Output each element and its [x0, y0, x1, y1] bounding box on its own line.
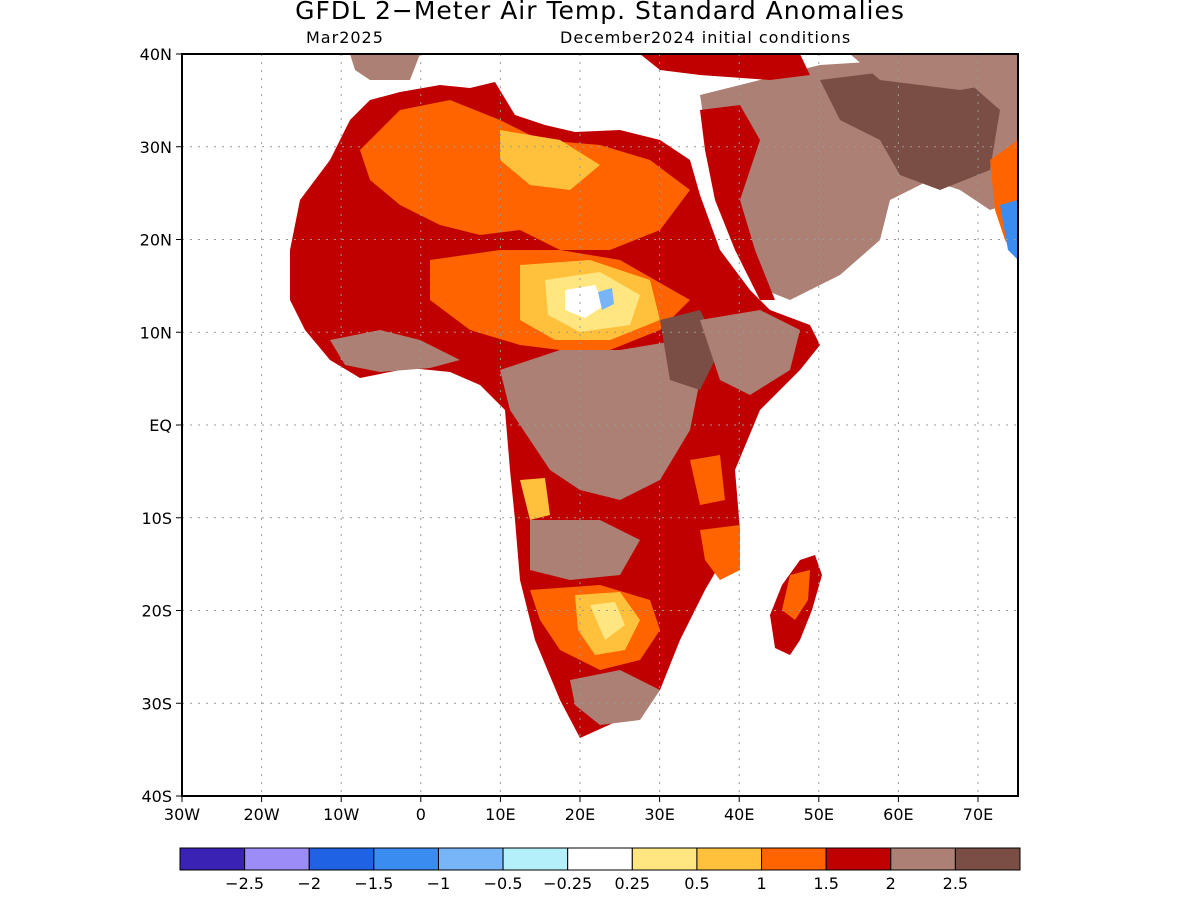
- colorbar-tick-label: 2.5: [943, 874, 968, 893]
- colorbar-swatch: [373, 847, 439, 871]
- colorbar-tick-label: −0.5: [484, 874, 523, 893]
- colorbar-swatch: [954, 847, 1021, 871]
- colorbar-tick-label: −1.5: [354, 874, 393, 893]
- colorbar-swatch: [567, 847, 633, 871]
- lon-label: 20E: [565, 805, 595, 824]
- lat-label: 40S: [141, 787, 172, 806]
- lat-label: 20S: [141, 602, 172, 621]
- initial-conditions: December2024 initial conditions: [560, 28, 852, 47]
- colorbar-tick-label: 1: [756, 874, 766, 893]
- latitude-labels: 40N 30N 20N 10N EQ 10S 20S 30S 40S: [140, 45, 182, 806]
- lon-label: 40E: [724, 805, 754, 824]
- lat-label: 30S: [141, 694, 172, 713]
- colorbar-tick-label: 0.5: [684, 874, 709, 893]
- colorbar-swatch: [761, 847, 827, 871]
- lon-label: 0: [416, 805, 426, 824]
- lat-label: 40N: [140, 45, 172, 64]
- colorbar-swatch: [890, 847, 956, 871]
- colorbar-swatch: [502, 847, 569, 871]
- lat-label: 20N: [140, 231, 172, 250]
- colorbar: [179, 847, 1021, 871]
- colorbar-tick-label: 0.25: [614, 874, 650, 893]
- longitude-labels: 30W 20W 10W 0 10E 20E 30E 40E 50E 60E 70E: [164, 796, 993, 824]
- lat-label: 10N: [140, 323, 172, 342]
- lon-label: 10E: [485, 805, 515, 824]
- colorbar-swatch: [696, 847, 763, 871]
- colorbar-tick-label: −2.5: [225, 874, 264, 893]
- lon-label: 70E: [963, 805, 993, 824]
- colorbar-swatch: [308, 847, 375, 871]
- colorbar-tick-label: −1: [427, 874, 451, 893]
- lat-label: 10S: [141, 509, 172, 528]
- lat-label: 30N: [140, 138, 172, 157]
- lon-label: 20W: [244, 805, 280, 824]
- colorbar-tick-label: −2: [297, 874, 321, 893]
- congo-anomaly: [500, 340, 700, 500]
- land-fill: [290, 54, 1018, 738]
- colorbar-tick-label: 2: [886, 874, 896, 893]
- lon-label: 30W: [164, 805, 200, 824]
- colorbar-swatch: [437, 847, 504, 871]
- lon-label: 30E: [644, 805, 674, 824]
- lat-label: EQ: [149, 416, 172, 435]
- graticule: [182, 54, 1018, 796]
- colorbar-swatch: [631, 847, 698, 871]
- lon-label: 10W: [323, 805, 359, 824]
- lon-label: 60E: [883, 805, 913, 824]
- colorbar-swatch: [179, 847, 246, 871]
- map-title: GFDL 2−Meter Air Temp. Standard Anomalie…: [295, 0, 905, 25]
- colorbar-tick-label: −0.25: [543, 874, 592, 893]
- colorbar-tick-label: 1.5: [813, 874, 838, 893]
- forecast-month: Mar2025: [306, 28, 384, 47]
- lon-label: 50E: [804, 805, 834, 824]
- colorbar-labels: −2.5 −2 −1.5 −1 −0.5 −0.25 0.25 0.5 1 1.5 2 2.5: [225, 874, 968, 893]
- colorbar-swatch: [825, 847, 892, 871]
- colorbar-swatch: [244, 847, 310, 871]
